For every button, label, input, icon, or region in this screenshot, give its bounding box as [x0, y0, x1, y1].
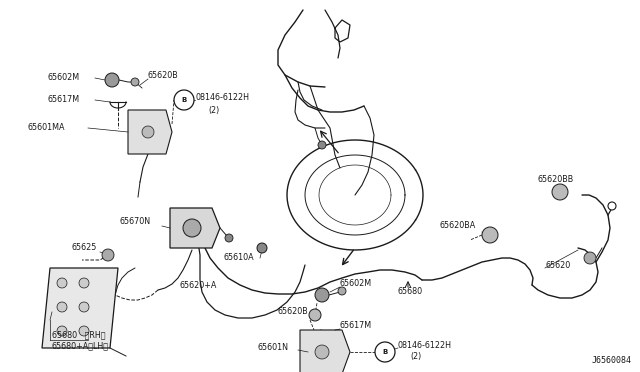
Text: 65620BB: 65620BB — [538, 176, 574, 185]
Text: (2): (2) — [208, 106, 220, 115]
Text: 65670N: 65670N — [120, 218, 151, 227]
Text: 65617M: 65617M — [48, 96, 80, 105]
Text: 65617M: 65617M — [340, 321, 372, 330]
Circle shape — [482, 227, 498, 243]
Circle shape — [174, 90, 194, 110]
Polygon shape — [170, 208, 220, 248]
Text: 65620B: 65620B — [278, 308, 308, 317]
Text: 65601N: 65601N — [258, 343, 289, 353]
Text: 65620+A: 65620+A — [180, 280, 218, 289]
Polygon shape — [300, 330, 350, 372]
Text: 65680+A〈LH〉: 65680+A〈LH〉 — [52, 341, 109, 350]
Text: J6560084: J6560084 — [592, 356, 632, 365]
Circle shape — [608, 202, 616, 210]
Circle shape — [552, 184, 568, 200]
Text: 65680: 65680 — [398, 288, 423, 296]
Text: 08146-6122H: 08146-6122H — [398, 340, 452, 350]
Circle shape — [79, 278, 89, 288]
Text: 65602M: 65602M — [340, 279, 372, 289]
Text: 65620BA: 65620BA — [440, 221, 476, 230]
Circle shape — [257, 243, 267, 253]
Circle shape — [315, 345, 329, 359]
Circle shape — [79, 302, 89, 312]
Circle shape — [318, 141, 326, 149]
Text: 65610A: 65610A — [224, 253, 255, 263]
Circle shape — [102, 249, 114, 261]
Text: 65680   〈RH〉: 65680 〈RH〉 — [52, 330, 106, 340]
Circle shape — [57, 302, 67, 312]
Circle shape — [584, 252, 596, 264]
Text: 65625: 65625 — [72, 244, 97, 253]
Circle shape — [375, 342, 395, 362]
Text: (2): (2) — [410, 353, 421, 362]
Text: 08146-6122H: 08146-6122H — [195, 93, 249, 103]
Text: 65601MA: 65601MA — [28, 124, 65, 132]
Text: 65620B: 65620B — [148, 71, 179, 80]
Circle shape — [131, 78, 139, 86]
Polygon shape — [128, 110, 172, 154]
Circle shape — [225, 234, 233, 242]
Text: 65602M: 65602M — [48, 74, 80, 83]
Polygon shape — [42, 268, 118, 348]
Circle shape — [57, 326, 67, 336]
Circle shape — [338, 287, 346, 295]
Circle shape — [79, 326, 89, 336]
Text: B: B — [382, 349, 388, 355]
Circle shape — [57, 278, 67, 288]
Text: B: B — [181, 97, 187, 103]
Circle shape — [142, 126, 154, 138]
Circle shape — [315, 288, 329, 302]
Circle shape — [183, 219, 201, 237]
Text: 65620: 65620 — [545, 260, 570, 269]
Circle shape — [309, 309, 321, 321]
Circle shape — [105, 73, 119, 87]
